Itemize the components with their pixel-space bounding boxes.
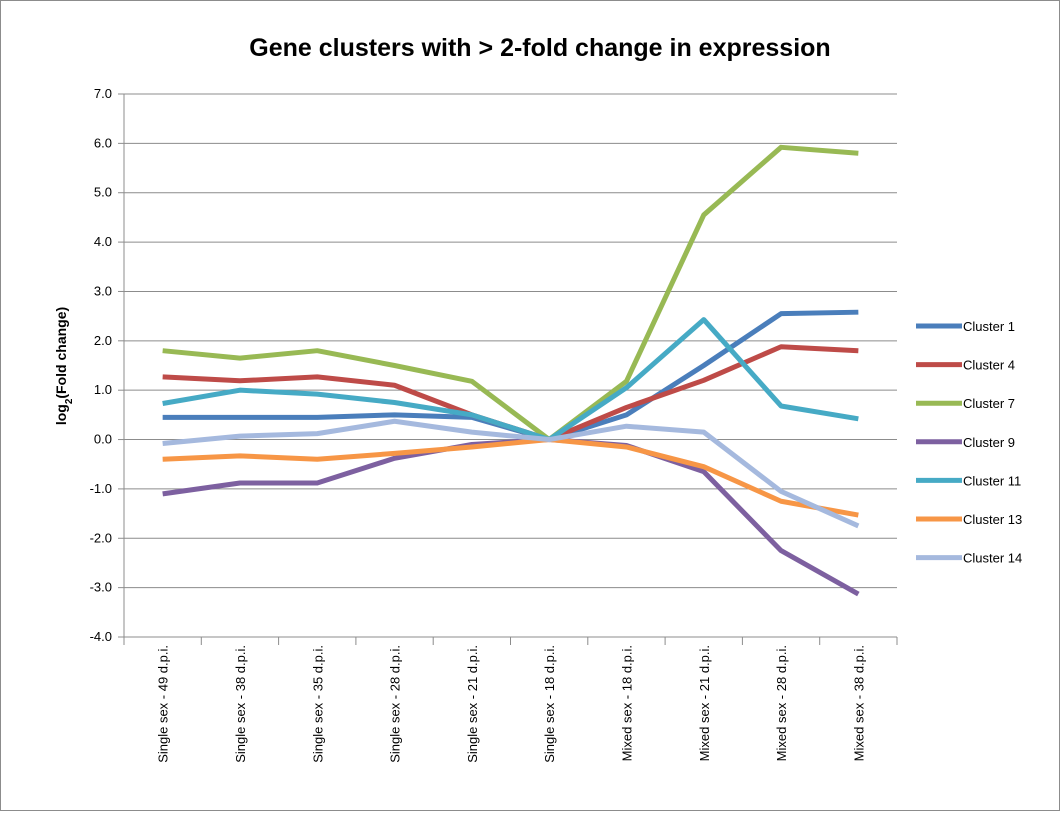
series-line: [162, 437, 859, 518]
y-tick-label: -4.0: [90, 629, 112, 644]
y-tick-label: 1.0: [94, 382, 112, 397]
x-tick-label: Mixed sex - 21 d.p.i.: [697, 645, 712, 761]
x-tick-label: Single sex - 38 d.p.i.: [233, 645, 248, 763]
x-tick-label: Single sex - 21 d.p.i.: [465, 645, 480, 763]
series-line: [162, 418, 860, 529]
legend-label: Cluster 7: [963, 396, 1015, 411]
y-tick-label: 2.0: [94, 333, 112, 348]
x-tick-label: Single sex - 49 d.p.i.: [156, 645, 171, 763]
y-tick-label: -2.0: [90, 530, 112, 545]
y-tick-label: 4.0: [94, 234, 112, 249]
legend-label: Cluster 4: [963, 358, 1015, 373]
y-tick-label: 3.0: [94, 283, 112, 298]
y-tick-label: 7.0: [94, 86, 112, 101]
series-line: [162, 317, 859, 443]
y-tick-label: -3.0: [90, 580, 112, 595]
y-tick-label: 6.0: [94, 135, 112, 150]
y-axis-label: log2(Fold change): [53, 307, 75, 425]
x-tick-label: Single sex - 28 d.p.i.: [388, 645, 403, 763]
legend-label: Cluster 9: [963, 435, 1015, 450]
legend-label: Cluster 11: [963, 473, 1021, 488]
x-tick-label: Single sex - 18 d.p.i.: [542, 645, 557, 763]
y-tick-label: 5.0: [94, 185, 112, 200]
y-tick-label: 0.0: [94, 432, 112, 447]
x-tick-label: Mixed sex - 28 d.p.i.: [774, 645, 789, 761]
x-tick-label: Single sex - 35 d.p.i.: [310, 645, 325, 763]
x-tick-label: Mixed sex - 38 d.p.i.: [851, 645, 866, 761]
legend-label: Cluster 1: [963, 319, 1015, 334]
legend-label: Cluster 14: [963, 551, 1022, 566]
y-tick-label: -1.0: [90, 481, 112, 496]
series-line: [162, 144, 859, 443]
chart-title: Gene clusters with > 2-fold change in ex…: [249, 34, 830, 62]
legend-label: Cluster 13: [963, 512, 1022, 527]
x-tick-label: Mixed sex - 18 d.p.i.: [619, 645, 634, 761]
